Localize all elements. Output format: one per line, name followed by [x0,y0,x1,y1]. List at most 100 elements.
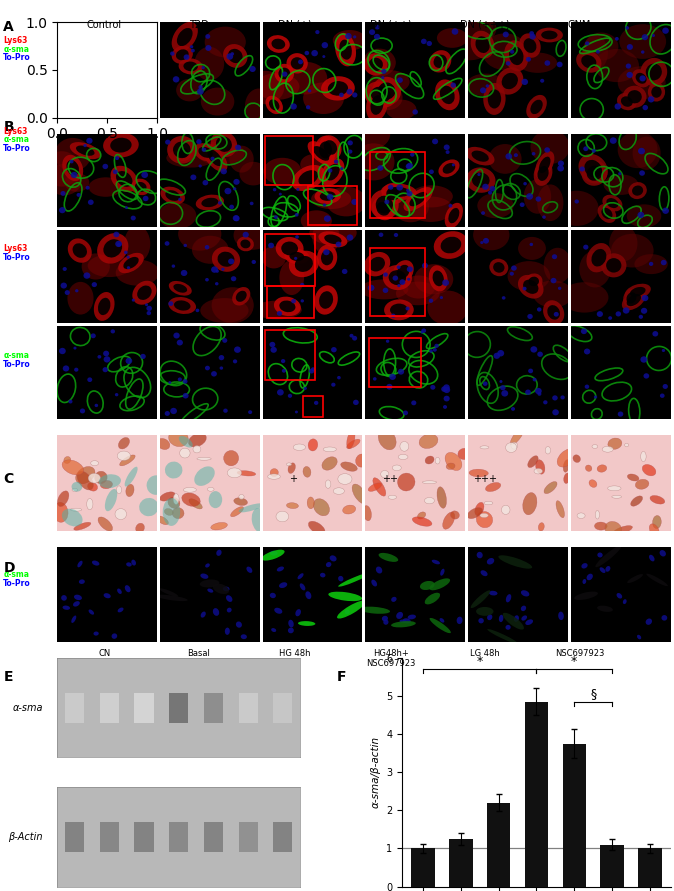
Ellipse shape [200,574,208,579]
Circle shape [202,66,205,69]
Ellipse shape [84,65,113,93]
Ellipse shape [322,457,337,470]
Ellipse shape [480,446,489,449]
Ellipse shape [623,599,627,604]
Ellipse shape [434,231,468,259]
Ellipse shape [324,234,342,244]
Ellipse shape [378,429,396,450]
Circle shape [642,295,648,301]
Circle shape [233,359,237,364]
Ellipse shape [437,29,468,48]
Circle shape [199,165,202,168]
Ellipse shape [537,184,563,221]
Ellipse shape [396,282,439,306]
Bar [169,822,188,852]
Ellipse shape [582,35,608,70]
Ellipse shape [499,615,503,622]
Ellipse shape [508,261,550,291]
Ellipse shape [340,462,357,471]
Ellipse shape [363,49,396,77]
Circle shape [574,200,579,203]
Ellipse shape [74,594,82,601]
Ellipse shape [182,493,200,506]
Circle shape [235,144,241,151]
Ellipse shape [103,133,139,158]
Circle shape [379,233,384,237]
Text: DN (++): DN (++) [370,20,412,29]
Text: To-Pro: To-Pro [3,253,31,262]
Circle shape [59,207,65,213]
Circle shape [383,288,388,293]
Ellipse shape [317,245,337,271]
Text: Lys63: Lys63 [3,127,28,135]
Ellipse shape [111,138,131,152]
Circle shape [500,385,506,390]
Ellipse shape [626,292,636,304]
Circle shape [86,186,90,190]
Circle shape [594,396,597,398]
Circle shape [170,52,175,56]
Circle shape [61,282,67,289]
Circle shape [530,34,536,39]
Circle shape [406,163,413,168]
Text: CN: CN [98,649,111,658]
Ellipse shape [398,454,408,460]
Circle shape [131,298,135,302]
Circle shape [251,260,256,264]
Ellipse shape [160,492,175,501]
Circle shape [119,102,123,106]
Circle shape [216,270,219,273]
Ellipse shape [525,619,533,625]
Ellipse shape [208,589,213,593]
Circle shape [552,396,558,401]
Circle shape [400,279,405,285]
Ellipse shape [469,470,488,477]
Circle shape [407,266,413,272]
Circle shape [86,138,92,143]
Ellipse shape [503,613,524,630]
Circle shape [510,272,514,275]
Ellipse shape [88,254,131,277]
Ellipse shape [556,501,564,518]
Ellipse shape [72,65,102,86]
Ellipse shape [62,155,83,181]
Circle shape [277,389,284,396]
Circle shape [663,208,669,214]
Ellipse shape [315,188,341,204]
Ellipse shape [239,162,268,185]
Ellipse shape [541,30,557,39]
Circle shape [111,330,115,333]
Ellipse shape [360,280,408,299]
Text: +: + [289,474,297,484]
Circle shape [412,110,418,115]
Circle shape [394,233,398,237]
Ellipse shape [73,243,87,257]
Ellipse shape [116,171,133,187]
Ellipse shape [594,522,607,530]
Ellipse shape [337,601,365,618]
Ellipse shape [201,611,206,617]
Ellipse shape [528,276,539,286]
Ellipse shape [192,236,228,264]
Ellipse shape [510,428,524,445]
Ellipse shape [271,628,276,632]
Circle shape [626,72,633,78]
Circle shape [183,244,187,247]
Circle shape [353,400,359,405]
Ellipse shape [63,606,70,609]
Ellipse shape [173,284,187,293]
Ellipse shape [477,552,483,559]
Circle shape [552,254,557,259]
Circle shape [406,191,412,196]
Ellipse shape [276,237,303,260]
Bar [134,822,154,852]
Ellipse shape [470,30,495,59]
Ellipse shape [595,511,599,519]
Circle shape [69,159,73,163]
Bar [307,186,357,225]
Circle shape [220,168,227,175]
Ellipse shape [539,523,545,531]
Ellipse shape [605,521,621,536]
Ellipse shape [477,511,493,527]
Ellipse shape [319,232,347,248]
